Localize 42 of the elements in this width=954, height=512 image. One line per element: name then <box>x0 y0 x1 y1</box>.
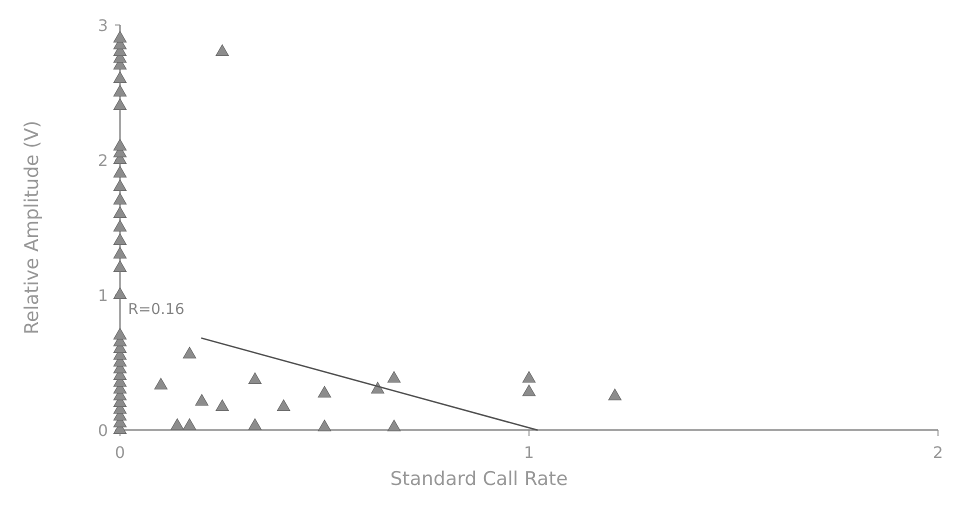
point <box>182 418 196 430</box>
point <box>113 260 127 272</box>
point <box>522 384 536 396</box>
point <box>113 138 127 150</box>
point <box>113 71 127 83</box>
y-tick-label: 1 <box>98 286 108 305</box>
point <box>182 346 196 358</box>
point <box>113 84 127 96</box>
point <box>608 388 622 400</box>
point <box>170 418 184 430</box>
point <box>113 233 127 245</box>
point <box>113 166 127 178</box>
point <box>522 371 536 383</box>
x-axis-title: Standard Call Rate <box>390 468 568 490</box>
point <box>248 418 262 430</box>
point <box>195 394 208 406</box>
point <box>248 372 262 384</box>
point <box>113 246 127 258</box>
point <box>113 30 127 42</box>
point <box>113 179 127 191</box>
point <box>113 192 127 204</box>
y-tick-label: 0 <box>98 421 108 440</box>
point <box>276 399 290 412</box>
point <box>318 386 332 398</box>
y-tick-label: 3 <box>98 16 108 35</box>
x-tick-label: 1 <box>524 443 534 462</box>
point <box>216 44 229 56</box>
point <box>154 378 168 390</box>
point <box>216 399 229 412</box>
point <box>113 287 127 299</box>
y-tick-label: 2 <box>98 151 108 170</box>
point <box>113 220 127 232</box>
point <box>113 206 127 218</box>
x-tick-label: 0 <box>114 443 126 462</box>
point <box>113 98 127 110</box>
x-tick-label: 2 <box>932 443 944 462</box>
point <box>387 420 401 432</box>
y-axis-title: Relative Amplitude (V) <box>21 120 43 334</box>
point <box>387 371 401 383</box>
annotation: R=0.16 <box>128 300 184 318</box>
point <box>318 420 332 432</box>
point <box>113 328 127 340</box>
